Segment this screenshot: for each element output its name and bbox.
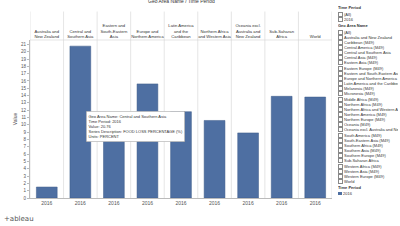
svg-text:2016: 2016: [175, 200, 186, 206]
svg-text:3: 3: [24, 174, 27, 179]
svg-text:14: 14: [21, 93, 27, 98]
svg-text:2: 2: [24, 181, 27, 186]
html-text:Northern Africa (M49): Northern Africa (M49): [344, 101, 383, 107]
html-text:+ableau: +ableau: [4, 215, 34, 223]
html-text:Central America (M49): Central America (M49): [344, 44, 384, 50]
svg-text:7: 7: [24, 144, 27, 149]
html-text:World: World: [344, 178, 355, 184]
html-text:Central Asia (M49): Central Asia (M49): [344, 54, 378, 60]
svg-text:15: 15: [21, 86, 27, 91]
svg-text:17: 17: [21, 71, 27, 76]
html-text:Southern Europe (M49): Southern Europe (M49): [344, 152, 386, 158]
html-text:2016: 2016: [344, 16, 353, 22]
svg-text:1: 1: [24, 188, 27, 193]
html-text:Sub-Saharan Africa: Sub-Saharan Africa: [344, 158, 379, 163]
svg-text:2016: 2016: [142, 200, 153, 206]
svg-text:20: 20: [21, 49, 27, 54]
svg-text:2016: 2016: [108, 200, 119, 206]
html-text:Time Period: Time Period: [338, 185, 361, 191]
svg-text:5: 5: [24, 159, 27, 164]
svg-text:2016: 2016: [209, 200, 220, 206]
svg-text:0: 0: [24, 196, 27, 201]
html-text:Western Europe (M49): Western Europe (M49): [344, 173, 385, 179]
svg-text:18: 18: [21, 64, 27, 69]
html-text:Middle Africa (M49): Middle Africa (M49): [344, 96, 379, 102]
html-text:Western Africa (M49): Western Africa (M49): [344, 163, 382, 169]
html-text:Northern America (M49): Northern America (M49): [344, 111, 387, 117]
html-text:Central and Southern Asia: Central and Southern Asia: [344, 49, 391, 55]
svg-text:Oceania excl.Australia andNew: Oceania excl.Australia andNew Zealand: [235, 23, 261, 39]
html-text:Southern Africa (M49): Southern Africa (M49): [344, 142, 383, 148]
svg-text:2016: 2016: [243, 200, 254, 206]
html-text:Europe and Northern America: Europe and Northern America: [344, 75, 397, 81]
svg-text:10: 10: [21, 122, 27, 127]
svg-text:Geo Area Name / Time Period: Geo Area Name / Time Period: [148, 0, 215, 4]
html-text:Oceania (M49): Oceania (M49): [344, 121, 371, 127]
svg-text:Australia andNew Zealand: Australia andNew Zealand: [34, 29, 59, 39]
svg-text:Eastern andSouth-EasternAsia: Eastern andSouth-EasternAsia: [100, 23, 127, 39]
svg-text:2016: 2016: [41, 200, 52, 206]
svg-text:16: 16: [21, 79, 27, 84]
svg-text:Northern Africaand Western Asi: Northern Africaand Western Asia: [198, 29, 231, 39]
svg-text:9: 9: [24, 130, 27, 135]
html-text:Western Asia (M49): Western Asia (M49): [344, 168, 380, 174]
svg-text:11: 11: [21, 115, 26, 120]
html-text:(All): (All): [344, 11, 352, 17]
svg-text:2016: 2016: [276, 200, 287, 206]
svg-text:Sub-SaharanAfrica: Sub-SaharanAfrica: [269, 29, 294, 39]
svg-text:12: 12: [21, 108, 27, 113]
svg-text:2016: 2016: [310, 200, 321, 206]
html-text:Geo Area Name: Geo Area Name: [338, 22, 368, 28]
svg-text:6: 6: [24, 152, 27, 157]
html-text:(All): (All): [344, 29, 352, 35]
html-text:Melanesia (M49): Melanesia (M49): [344, 85, 374, 91]
svg-text:2016: 2016: [75, 200, 86, 206]
html-text:Caribbean (M49): Caribbean (M49): [344, 39, 374, 45]
svg-text:Europe andNorthern America: Europe andNorthern America: [131, 29, 164, 39]
html-text:Southern Asia (M49): Southern Asia (M49): [344, 147, 381, 153]
html-text:Northern Europe (M49): Northern Europe (M49): [344, 116, 386, 122]
html-text:Australia and New Zealand: Australia and New Zealand: [344, 34, 392, 40]
html-text:South America (M49): South America (M49): [344, 132, 382, 138]
svg-text:13: 13: [21, 100, 27, 105]
html-text:Micronesia (M49): Micronesia (M49): [344, 90, 375, 96]
html-text:Time Period: Time Period: [338, 5, 361, 10]
svg-text:Central andSouthern Asia: Central andSouthern Asia: [67, 29, 94, 39]
svg-text:19: 19: [21, 57, 27, 62]
html-text:Eastern Asia (M49): Eastern Asia (M49): [344, 60, 378, 65]
svg-text:21: 21: [21, 42, 27, 47]
html-text:Eastern Europe (M49): Eastern Europe (M49): [344, 65, 384, 71]
svg-text:8: 8: [24, 137, 27, 142]
svg-text:Latin Americaand theCaribbean: Latin Americaand theCaribbean: [168, 23, 194, 39]
html-text:South-Eastern Asia (M49): South-Eastern Asia (M49): [344, 137, 390, 143]
svg-text:4: 4: [24, 166, 27, 171]
svg-text:World: World: [310, 34, 322, 39]
html-text:2016: 2016: [343, 190, 352, 196]
svg-text:Value: Value: [12, 113, 18, 126]
svg-text:Geo Area Name: Central and Sou: Geo Area Name: Central and Southern Asia…: [89, 114, 183, 140]
